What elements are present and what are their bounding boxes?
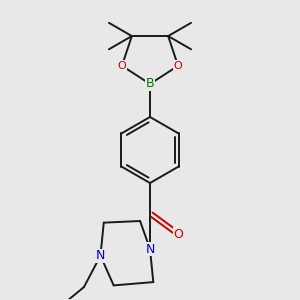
Text: O: O <box>173 228 183 241</box>
Text: N: N <box>145 243 155 256</box>
Text: N: N <box>96 249 105 262</box>
Text: B: B <box>146 77 154 91</box>
Text: O: O <box>174 61 182 71</box>
Text: O: O <box>118 61 126 71</box>
